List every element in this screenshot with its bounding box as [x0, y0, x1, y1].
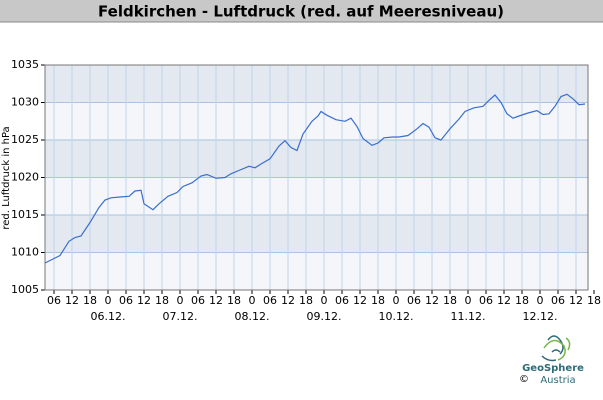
x-date-label: 06.12. — [91, 310, 126, 323]
x-tick-label: 18 — [515, 294, 529, 307]
x-date-label: 07.12. — [163, 310, 198, 323]
x-tick-label: 06 — [551, 294, 565, 307]
y-tick-label: 1015 — [11, 208, 39, 221]
x-tick-label: 18 — [83, 294, 97, 307]
x-tick-label: 06 — [47, 294, 61, 307]
x-tick-label: 06 — [335, 294, 349, 307]
x-tick-label: 18 — [371, 294, 385, 307]
band — [45, 140, 588, 178]
x-tick-label: 0 — [177, 294, 184, 307]
x-tick-label: 06 — [119, 294, 133, 307]
title-bar — [0, 0, 603, 22]
band — [45, 252, 588, 290]
y-tick-label: 1020 — [11, 171, 39, 184]
x-date-label: 08.12. — [235, 310, 270, 323]
x-tick-label: 18 — [227, 294, 241, 307]
band — [45, 215, 588, 253]
x-tick-label: 12 — [569, 294, 583, 307]
x-tick-label: 18 — [155, 294, 169, 307]
x-tick-label: 0 — [105, 294, 112, 307]
y-tick-label: 1010 — [11, 246, 39, 259]
x-date-label: 11.12. — [451, 310, 486, 323]
x-tick-label: 18 — [443, 294, 457, 307]
x-tick-label: 12 — [425, 294, 439, 307]
y-axis-label: red. Luftdruck in hPa — [1, 126, 12, 229]
plot-frame — [44, 64, 589, 291]
x-date-label: 12.12. — [523, 310, 558, 323]
x-tick-label: 0 — [393, 294, 400, 307]
x-tick-label: 18 — [587, 294, 601, 307]
x-tick-label: 0 — [537, 294, 544, 307]
x-tick-label: 12 — [209, 294, 223, 307]
x-date-label: 09.12. — [307, 310, 342, 323]
x-tick-label: 06 — [191, 294, 205, 307]
x-tick-label: 12 — [137, 294, 151, 307]
x-tick-label: 12 — [497, 294, 511, 307]
logo-name: GeoSphere — [522, 363, 584, 374]
line — [44, 93, 586, 264]
x-tick-label: 0 — [249, 294, 256, 307]
logo-sub: Austria — [540, 375, 575, 386]
y-tick-label: 1005 — [11, 283, 39, 296]
chart-title: Feldkirchen - Luftdruck (red. auf Meeres… — [98, 3, 504, 21]
x-tick-label: 18 — [299, 294, 313, 307]
x-tick-label: 12 — [65, 294, 79, 307]
x-tick-label: 06 — [263, 294, 277, 307]
x-tick-label: 0 — [321, 294, 328, 307]
x-tick-label: 06 — [479, 294, 493, 307]
x-date-label: 10.12. — [379, 310, 414, 323]
band — [45, 65, 588, 103]
band — [45, 102, 588, 140]
y-tick-label: 1030 — [11, 96, 39, 109]
y-tick-label: 1035 — [11, 58, 39, 71]
x-tick-label: 12 — [353, 294, 367, 307]
y-tick-label: 1025 — [11, 133, 39, 146]
band — [45, 177, 588, 215]
x-tick-label: 06 — [407, 294, 421, 307]
x-tick-label: 12 — [281, 294, 295, 307]
copyright: © — [519, 374, 529, 385]
x-tick-label: 0 — [465, 294, 472, 307]
logo-graphic — [541, 335, 571, 362]
